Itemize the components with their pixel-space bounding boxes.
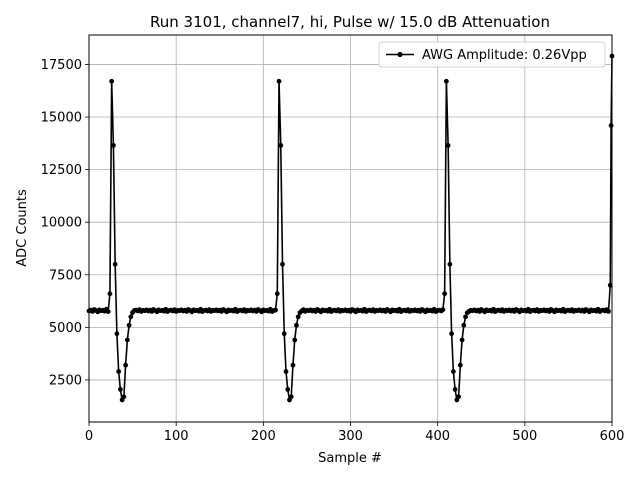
- x-tick-label: 400: [425, 429, 450, 444]
- data-point: [443, 78, 449, 84]
- data-point: [294, 322, 299, 328]
- legend-marker-swatch: [397, 51, 403, 58]
- x-tick-label: 600: [600, 429, 625, 444]
- data-point: [117, 387, 123, 392]
- data-point: [292, 337, 298, 343]
- data-point: [445, 143, 451, 148]
- y-tick-label: 15000: [41, 111, 82, 126]
- data-point: [450, 369, 456, 374]
- data-point: [285, 387, 291, 392]
- data-point: [449, 331, 455, 337]
- data-point: [124, 337, 130, 343]
- data-point: [295, 314, 301, 320]
- legend-label: AWG Amplitude: 0.26Vpp: [422, 48, 587, 63]
- legend: AWG Amplitude: 0.26Vpp: [378, 41, 606, 68]
- x-tick-label: 300: [338, 429, 363, 444]
- data-point: [128, 314, 134, 320]
- data-point: [457, 362, 463, 368]
- data-point: [123, 362, 129, 368]
- data-point: [288, 394, 294, 400]
- data-point: [273, 307, 278, 313]
- data-point: [456, 394, 461, 400]
- data-point: [440, 307, 446, 313]
- data-point: [112, 261, 118, 267]
- data-point: [274, 291, 280, 297]
- data-point: [111, 143, 116, 148]
- y-tick-label: 2500: [49, 373, 82, 388]
- data-point: [607, 282, 613, 288]
- data-point: [281, 331, 287, 337]
- data-point: [280, 261, 285, 267]
- data-point: [461, 322, 467, 328]
- data-point: [290, 362, 296, 368]
- y-axis-label: ADC Counts: [15, 189, 30, 267]
- x-tick-label: 500: [512, 429, 537, 444]
- x-tick-label: 0: [85, 429, 93, 444]
- data-point: [278, 143, 284, 148]
- x-tick-label: 200: [251, 429, 276, 444]
- data-point: [114, 331, 120, 337]
- data-point: [459, 337, 465, 343]
- data-point: [105, 309, 111, 314]
- tick-layer: 0 100 200 300 400 500 600 2500 5000 7500 10000 1250…: [41, 58, 625, 444]
- data-point: [463, 314, 468, 320]
- series-layer: [86, 53, 615, 403]
- data-point: [447, 261, 453, 267]
- data-point: [606, 308, 611, 314]
- data-point: [452, 387, 458, 392]
- legend-box: [378, 41, 606, 68]
- chart-title: Run 3101, channel7, hi, Pulse w/ 15.0 dB…: [150, 13, 550, 31]
- y-tick-label: 12500: [41, 163, 82, 178]
- data-point: [116, 369, 122, 374]
- y-tick-label: 7500: [49, 268, 82, 283]
- data-point: [608, 123, 614, 128]
- data-point: [121, 394, 127, 400]
- y-tick-label: 5000: [49, 321, 82, 336]
- data-point: [126, 322, 132, 328]
- data-point: [107, 291, 113, 297]
- x-tick-label: 100: [164, 429, 189, 444]
- y-tick-label: 17500: [41, 58, 82, 73]
- data-point: [276, 78, 282, 84]
- x-axis-label: Sample #: [318, 451, 382, 466]
- data-point: [442, 291, 448, 297]
- data-point: [109, 78, 115, 84]
- y-tick-label: 10000: [41, 216, 82, 231]
- data-point: [283, 369, 289, 374]
